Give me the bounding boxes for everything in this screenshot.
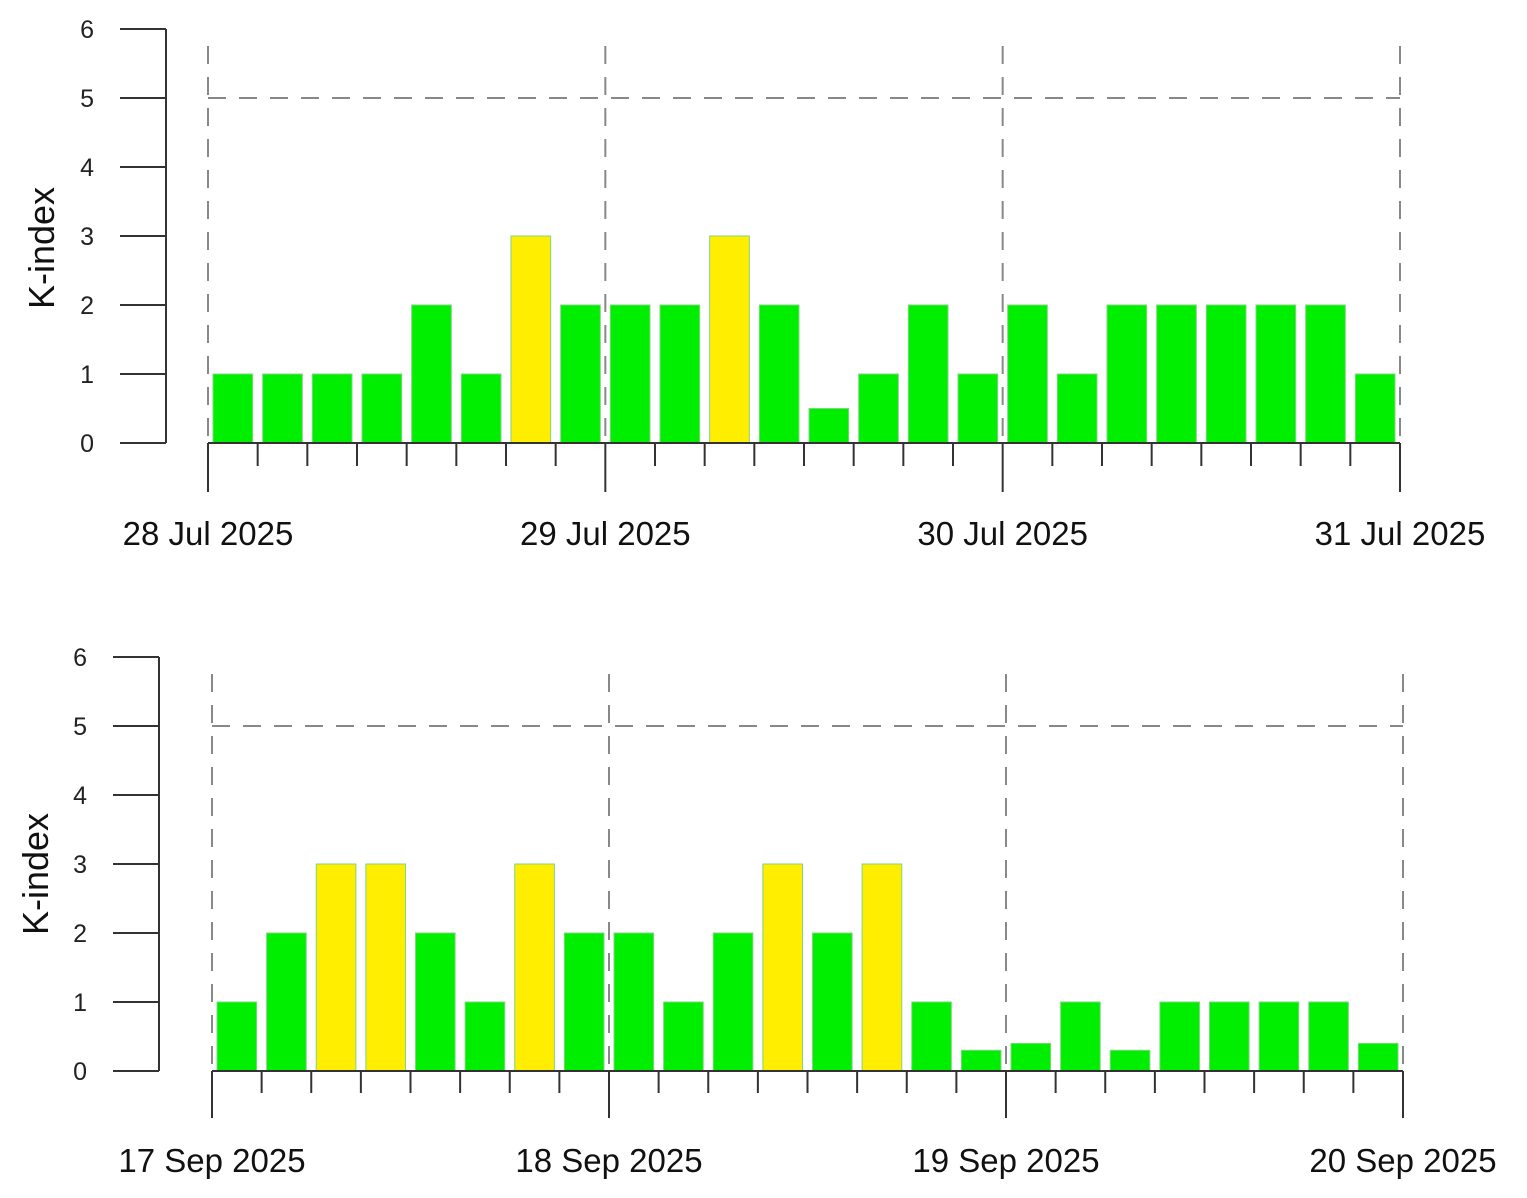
kindex-bar xyxy=(266,932,307,1072)
kindex-bar xyxy=(1156,304,1197,444)
kindex-bar xyxy=(812,932,853,1072)
kindex-bar xyxy=(861,863,903,1072)
kindex-bar xyxy=(1258,1001,1300,1072)
x-date-label: 18 Sep 2025 xyxy=(515,1142,702,1179)
kindex-bar xyxy=(1109,1049,1151,1072)
y-tick-label: 6 xyxy=(73,644,87,672)
kindex-bar xyxy=(510,235,552,444)
kindex-bar xyxy=(808,408,850,444)
kindex-bar xyxy=(1357,1042,1399,1072)
kindex-bar xyxy=(216,1001,258,1072)
kindex-bar xyxy=(1007,304,1048,444)
kindex-bar xyxy=(957,373,999,444)
kindex-bar xyxy=(762,863,803,1072)
y-tick-label: 6 xyxy=(80,16,94,44)
x-date-label: 29 Jul 2025 xyxy=(520,515,691,552)
y-tick-label: 2 xyxy=(80,292,94,320)
x-date-label: 20 Sep 2025 xyxy=(1309,1142,1496,1179)
kindex-bar xyxy=(1209,1001,1250,1072)
kindex-bar xyxy=(560,304,601,444)
kindex-bar xyxy=(460,373,502,444)
kindex-panel-top: 0 1 2 3 4 5 6 K-index 28 Jul 2025 29 Jul 2025 30 J… xyxy=(21,16,1485,552)
kindex-bar xyxy=(858,373,899,444)
kindex-bar xyxy=(1255,304,1297,444)
kindex-bar xyxy=(315,863,357,1072)
y-tick-label: 1 xyxy=(73,989,87,1017)
kindex-bar xyxy=(663,1001,704,1072)
kindex-bar xyxy=(1106,304,1148,444)
y-tick-label: 5 xyxy=(73,713,87,741)
kindex-bar xyxy=(659,304,701,444)
kindex-bar xyxy=(1205,304,1247,444)
y-tick-label: 0 xyxy=(73,1058,87,1086)
kindex-bar xyxy=(1159,1001,1200,1072)
kindex-bar xyxy=(712,932,754,1072)
kindex-bar xyxy=(563,932,605,1072)
kindex-bar xyxy=(464,1001,506,1072)
kindex-bar xyxy=(1060,1001,1101,1072)
x-date-label: 19 Sep 2025 xyxy=(912,1142,1099,1179)
kindex-bar xyxy=(311,373,353,444)
kindex-bar xyxy=(262,373,303,444)
kindex-bar xyxy=(709,235,750,444)
y-tick-label: 3 xyxy=(80,223,94,251)
x-date-label: 28 Jul 2025 xyxy=(123,515,294,552)
x-date-label: 17 Sep 2025 xyxy=(118,1142,305,1179)
y-tick-label: 3 xyxy=(73,851,87,879)
kindex-bar xyxy=(609,304,651,444)
kindex-bar xyxy=(1010,1042,1052,1072)
y-tick-label: 0 xyxy=(80,430,94,458)
y-axis-title: K-index xyxy=(21,187,62,309)
kindex-bar xyxy=(411,304,452,444)
y-tick-label: 5 xyxy=(80,85,94,113)
kindex-bar xyxy=(758,304,800,444)
kindex-bar xyxy=(212,373,254,444)
kindex-bar xyxy=(1308,1001,1349,1072)
kindex-bar xyxy=(514,863,555,1072)
kindex-bar xyxy=(907,304,949,444)
kindex-bar xyxy=(361,373,403,444)
y-axis-title: K-index xyxy=(15,813,56,935)
kindex-bar xyxy=(613,932,655,1072)
x-date-label: 31 Jul 2025 xyxy=(1315,515,1486,552)
x-date-label: 30 Jul 2025 xyxy=(917,515,1088,552)
y-tick-label: 4 xyxy=(73,782,87,810)
y-tick-label: 4 xyxy=(80,154,94,182)
kindex-bar xyxy=(911,1001,952,1072)
kindex-bar xyxy=(1305,304,1346,444)
kindex-bar xyxy=(960,1049,1002,1072)
kindex-bar xyxy=(365,863,406,1072)
kindex-panel-bottom: 0 1 2 3 4 5 6 K-index 17 Sep 2025 18 Sep 2025 19 S… xyxy=(15,644,1497,1179)
kindex-bar xyxy=(415,932,456,1072)
y-tick-label: 2 xyxy=(73,920,87,948)
kindex-bar xyxy=(1056,373,1098,444)
kindex-bar xyxy=(1354,373,1396,444)
y-tick-label: 1 xyxy=(80,361,94,389)
